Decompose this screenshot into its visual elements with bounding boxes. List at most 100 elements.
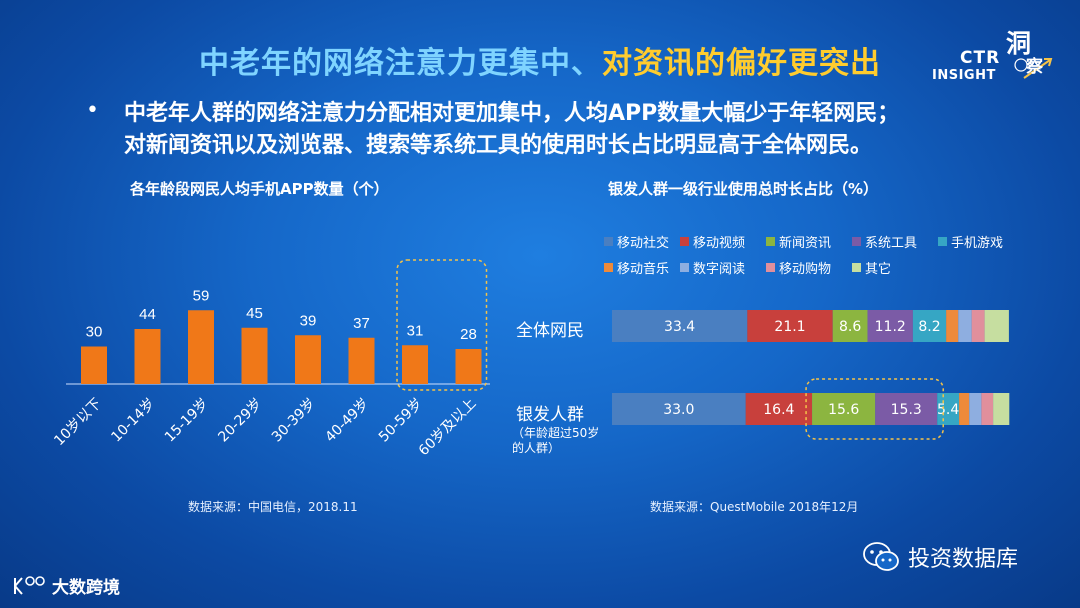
segment-value-label: 21.1: [774, 319, 805, 335]
legend-item: 移动音乐: [604, 258, 669, 277]
bullet-icon: •: [86, 98, 99, 123]
bar-category-label: 40-49岁: [322, 396, 372, 446]
brand-logo-icon: [14, 576, 45, 595]
segment-value-label: 33.0: [663, 402, 694, 418]
legend-swatch: [852, 263, 861, 272]
legend-label: 移动音乐: [617, 262, 670, 277]
stacked-segment: [612, 393, 746, 425]
legend-item: 新闻资讯: [766, 232, 831, 251]
stacked-segment: [812, 393, 876, 425]
bar-category-label: 20-29岁: [215, 396, 265, 446]
bar: [134, 329, 161, 384]
bar-highlight-box: [396, 259, 488, 391]
bar-value-label: 44: [139, 306, 156, 323]
legend-label: 移动购物: [779, 262, 832, 277]
row-label-all: 全体网民: [516, 321, 584, 341]
legend-swatch: [680, 263, 689, 272]
bar: [81, 346, 107, 384]
legend-swatch: [938, 237, 947, 246]
bullet-text: 中老年人群的网络注意力分配相对更加集中，人均APP数量大幅少于年轻网民； 对新闻…: [124, 98, 1024, 162]
legend-swatch: [766, 263, 775, 272]
logo-arrow-icon: [1014, 58, 1053, 79]
industry-time-stacked-chart: 33.4 21.1 8.6 11.2 8.2 33.0 16.4 15.6 15.3 5.4: [612, 310, 1010, 440]
legend-label: 其它: [865, 262, 892, 277]
wechat-icon: [863, 542, 899, 571]
stack-chart-source: 数据来源：QuestMobile 2018年12月: [650, 500, 859, 514]
stacked-segment: [993, 393, 1010, 425]
row-label-silver-note: （年龄超过50岁的人群）: [512, 426, 600, 455]
stacked-segment: [959, 393, 970, 425]
legend-item: 其它: [852, 258, 891, 277]
bar-category-label: 50-59岁: [376, 396, 426, 446]
bar: [295, 335, 321, 384]
legend-item: 系统工具: [852, 232, 917, 251]
legend-label: 数字阅读: [693, 262, 746, 277]
bar-category-label: 10-14岁: [108, 396, 158, 446]
legend-swatch: [604, 237, 613, 246]
bar-category-label: 60岁及以上: [416, 396, 480, 460]
age-app-bar-chart: 30 10岁以下 44 10-14岁 59 15-19岁 45 20-29岁 39 30-39岁 3…: [51, 259, 490, 460]
legend-item: 数字阅读: [680, 258, 745, 277]
bar-category-label: 30-39岁: [269, 396, 319, 446]
segment-value-label: 8.6: [839, 319, 861, 335]
bar: [241, 327, 268, 384]
bar: [402, 345, 428, 384]
stacked-segment: [745, 393, 813, 425]
legend-label: 系统工具: [865, 236, 918, 251]
legend-swatch: [680, 237, 689, 246]
stacked-segment: [946, 310, 959, 342]
title-part-1: 中老年的网络注意力更集中、: [199, 46, 602, 81]
legend-item: 移动视频: [680, 232, 745, 251]
bar-value-label: 59: [193, 287, 210, 304]
legend-item: 手机游戏: [938, 232, 1003, 251]
bullet-line-1: 中老年人群的网络注意力分配相对更加集中，人均APP数量大幅少于年轻网民；: [124, 101, 900, 126]
bar-value-label: 31: [407, 322, 424, 339]
logo-dong-glyph: 洞: [1006, 29, 1032, 58]
row-label-silver: 银发人群: [516, 405, 584, 425]
bar-category-label: 10岁以下: [51, 396, 105, 450]
stacked-segment: [971, 310, 985, 342]
bar-chart-source: 数据来源：中国电信，2018.11: [188, 500, 358, 514]
legend-label: 新闻资讯: [779, 236, 832, 251]
bar-value-label: 45: [246, 305, 263, 322]
legend-swatch: [766, 237, 775, 246]
stacked-segment: [875, 393, 938, 425]
legend-label: 移动视频: [693, 236, 746, 251]
segment-value-label: 11.2: [875, 319, 906, 335]
ctr-insight-logo: CTR INSIGHT 洞 察: [928, 20, 1060, 88]
stacked-segment: [969, 393, 982, 425]
bar: [348, 337, 375, 384]
legend-label: 手机游戏: [951, 236, 1004, 251]
stacked-segment: [981, 393, 994, 425]
bar-value-label: 30: [86, 324, 103, 341]
segment-value-label: 16.4: [763, 402, 794, 418]
bar-chart-title: 各年龄段网民人均手机APP数量（个）: [130, 180, 389, 198]
logo-insight-text: INSIGHT: [932, 68, 996, 83]
bar-value-label: 37: [353, 315, 370, 332]
legend-item: 移动社交: [604, 232, 669, 251]
stack-chart-title: 银发人群一级行业使用总时长占比（%）: [608, 180, 879, 198]
bar-category-label: 15-19岁: [162, 396, 212, 446]
legend-swatch: [852, 237, 861, 246]
corner-brand: 大数跨境: [12, 572, 120, 598]
logo-cha-glyph: 察: [1026, 57, 1043, 77]
legend-swatch: [604, 263, 613, 272]
segment-value-label: 8.2: [918, 319, 940, 335]
bar-value-label: 39: [300, 312, 317, 329]
bullet-line-2: 对新闻资讯以及浏览器、搜索等系统工具的使用时长占比明显高于全体网民。: [124, 133, 873, 158]
stacked-segment: [747, 310, 833, 342]
stacked-segment: [612, 310, 748, 342]
legend-item: 移动购物: [766, 258, 831, 277]
bar: [188, 310, 214, 384]
wechat-label: 投资数据库: [908, 547, 1019, 572]
wechat-account: 投资数据库: [862, 541, 1018, 573]
corner-brand-text: 大数跨境: [52, 577, 120, 598]
stack-highlight-box: [805, 378, 944, 440]
stacked-segment: [984, 310, 1009, 342]
title-part-2: 对资讯的偏好更突出: [602, 46, 881, 81]
stacked-segment: [832, 310, 868, 342]
segment-value-label: 33.4: [664, 319, 695, 335]
segment-value-label: 15.3: [891, 402, 922, 418]
bar: [455, 349, 482, 384]
stacked-segment: [867, 310, 913, 342]
